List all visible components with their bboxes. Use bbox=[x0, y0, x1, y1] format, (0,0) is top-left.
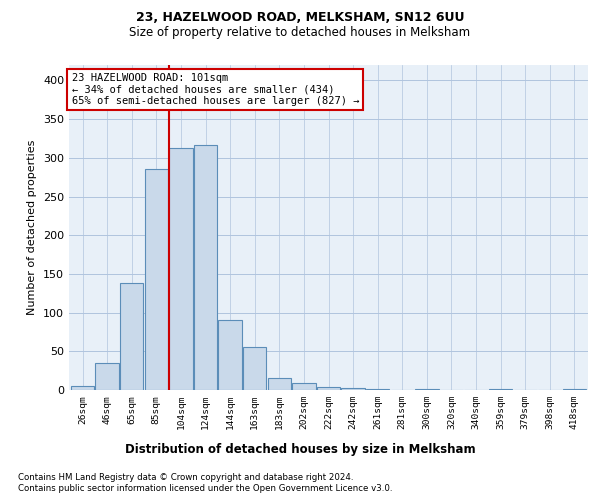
Bar bbox=[292, 383, 316, 390]
Bar bbox=[415, 389, 439, 390]
Bar bbox=[341, 388, 365, 390]
Bar bbox=[489, 389, 512, 390]
Bar bbox=[120, 283, 143, 390]
Bar bbox=[169, 148, 193, 390]
Bar bbox=[218, 320, 242, 390]
Text: Distribution of detached houses by size in Melksham: Distribution of detached houses by size … bbox=[125, 442, 475, 456]
Bar bbox=[71, 386, 94, 390]
Bar bbox=[268, 378, 291, 390]
Bar bbox=[317, 387, 340, 390]
Bar bbox=[194, 146, 217, 390]
Text: Size of property relative to detached houses in Melksham: Size of property relative to detached ho… bbox=[130, 26, 470, 39]
Bar bbox=[145, 170, 168, 390]
Text: 23, HAZELWOOD ROAD, MELKSHAM, SN12 6UU: 23, HAZELWOOD ROAD, MELKSHAM, SN12 6UU bbox=[136, 11, 464, 24]
Bar bbox=[95, 363, 119, 390]
Y-axis label: Number of detached properties: Number of detached properties bbox=[28, 140, 37, 315]
Bar bbox=[366, 389, 389, 390]
Bar bbox=[563, 389, 586, 390]
Text: Contains HM Land Registry data © Crown copyright and database right 2024.: Contains HM Land Registry data © Crown c… bbox=[18, 472, 353, 482]
Text: Contains public sector information licensed under the Open Government Licence v3: Contains public sector information licen… bbox=[18, 484, 392, 493]
Bar bbox=[243, 346, 266, 390]
Text: 23 HAZELWOOD ROAD: 101sqm
← 34% of detached houses are smaller (434)
65% of semi: 23 HAZELWOOD ROAD: 101sqm ← 34% of detac… bbox=[71, 73, 359, 106]
